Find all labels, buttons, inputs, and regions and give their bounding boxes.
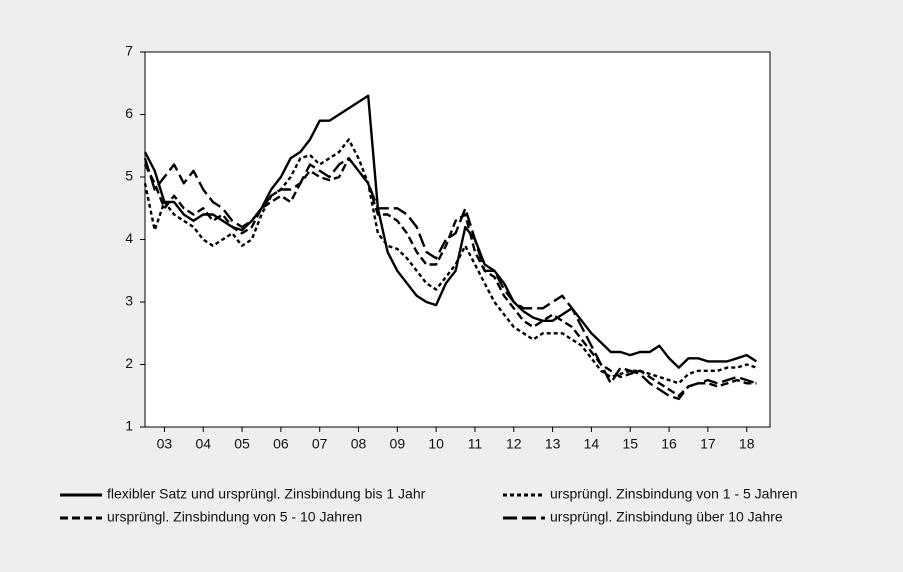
x-tick-label: 12 — [506, 436, 522, 452]
x-tick-label: 11 — [468, 436, 483, 452]
y-tick-label: 4 — [125, 230, 133, 246]
x-tick-label: 17 — [700, 436, 716, 452]
x-tick-label: 03 — [157, 436, 173, 452]
legend-label: ursprüngl. Zinsbindung von 1 - 5 Jahren — [550, 486, 797, 502]
y-tick-label: 7 — [125, 43, 133, 59]
legend-label: ursprüngl. Zinsbindung über 10 Jahre — [550, 509, 783, 525]
series-line — [143, 157, 757, 397]
y-tick-label: 5 — [125, 168, 133, 184]
legend-label: ursprüngl. Zinsbindung von 5 - 10 Jahren — [107, 509, 362, 525]
y-tick-label: 2 — [125, 355, 133, 371]
x-tick-label: 14 — [584, 436, 600, 452]
plot-area — [144, 51, 771, 428]
x-tick-label: 13 — [545, 436, 561, 452]
x-tick-label: 09 — [390, 436, 406, 452]
x-tick-label: 06 — [273, 436, 289, 452]
x-tick-label: 10 — [428, 436, 444, 452]
x-tick-label: 07 — [312, 436, 328, 452]
x-tick-label: 16 — [661, 436, 677, 452]
y-tick-label: 6 — [125, 105, 133, 121]
y-tick-label: 1 — [125, 418, 133, 434]
x-tick-label: 08 — [351, 436, 367, 452]
y-tick-label: 3 — [125, 293, 133, 309]
series-line — [143, 138, 757, 385]
legend-label: flexibler Satz und ursprüngl. Zinsbindun… — [107, 486, 426, 502]
x-tick-label: 18 — [739, 436, 755, 452]
x-tick-label: 04 — [195, 436, 211, 452]
x-tick-label: 05 — [234, 436, 250, 452]
series-line — [143, 94, 758, 369]
series-line — [143, 157, 757, 401]
x-tick-label: 15 — [622, 436, 638, 452]
